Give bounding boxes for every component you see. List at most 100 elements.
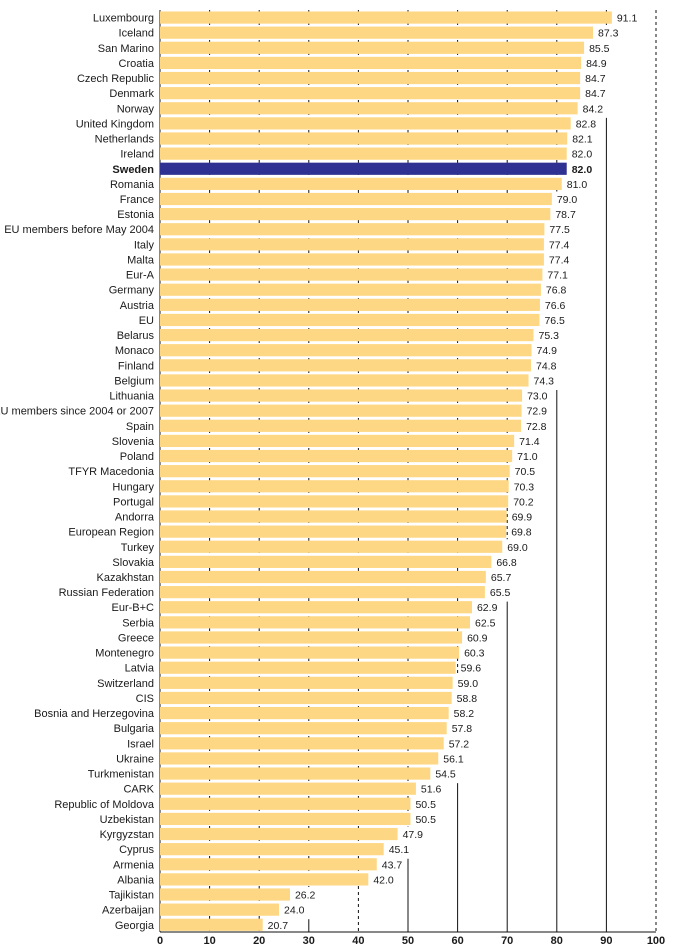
value-label: 50.5 (415, 814, 436, 826)
value-label: 69.0 (507, 542, 528, 554)
category-label: Austria (120, 300, 155, 312)
category-label: Switzerland (97, 678, 154, 690)
category-label: Turkmenistan (88, 769, 154, 781)
bar-slovakia (160, 555, 492, 568)
category-label: France (120, 194, 154, 206)
bar-republic-of-moldova (160, 797, 411, 810)
value-label: 51.6 (421, 784, 442, 796)
bar-european-region (160, 525, 507, 538)
category-label: Hungary (112, 481, 154, 493)
bar-iceland (160, 26, 594, 39)
bar-andorra (160, 510, 507, 523)
value-label: 91.1 (617, 13, 638, 25)
value-label: 60.3 (464, 648, 485, 660)
x-tick-label: 0 (157, 935, 163, 947)
bar-bosnia-and-herzegovina (160, 706, 449, 720)
x-tick-label: 90 (600, 935, 612, 947)
value-label: 81.0 (567, 179, 588, 191)
value-label: 47.9 (403, 829, 424, 841)
bar-azerbaijan (160, 903, 280, 916)
category-label: TFYR Macedonia (68, 466, 154, 478)
value-label: 59.0 (458, 678, 479, 690)
category-label: Portugal (113, 496, 154, 508)
value-label: 60.9 (467, 632, 488, 644)
bar-turkey (160, 540, 503, 553)
category-labels: Luxembourg Iceland San Marino Croatia Czech … (0, 13, 155, 932)
category-label: Belgium (114, 375, 154, 387)
value-label: 84.2 (583, 103, 604, 115)
value-label: 77.4 (549, 254, 570, 266)
bar-armenia (160, 858, 377, 871)
bar-albania (160, 873, 369, 886)
value-label: 62.5 (475, 617, 496, 629)
value-label: 42.0 (373, 874, 394, 886)
value-label: 77.5 (549, 224, 570, 236)
category-label: Sweden (112, 164, 154, 176)
category-label: CARK (123, 784, 154, 796)
bar-switzerland (160, 676, 453, 689)
bar-montenegro (160, 646, 460, 659)
x-tick-label: 100 (647, 935, 665, 947)
bar-tfyr-macedonia (160, 465, 510, 478)
bar-kazakhstan (160, 570, 486, 584)
x-tick-label: 50 (402, 935, 414, 947)
value-label: 59.6 (461, 663, 482, 675)
value-label: 73.0 (527, 391, 548, 403)
value-label: 76.5 (544, 315, 565, 327)
value-label: 87.3 (598, 28, 619, 40)
bar-belgium (160, 374, 529, 387)
bar-greece (160, 631, 463, 644)
category-label: San Marino (98, 43, 154, 55)
value-label: 77.4 (549, 239, 570, 251)
value-label: 77.1 (547, 270, 568, 282)
value-label: 62.9 (477, 602, 498, 614)
bar-netherlands (160, 132, 568, 145)
value-label: 76.8 (546, 285, 567, 297)
bar-finland (160, 359, 532, 372)
bar-serbia (160, 616, 470, 629)
value-label: 65.5 (490, 587, 511, 599)
value-label: 20.7 (268, 920, 289, 932)
category-label: Slovenia (112, 436, 155, 448)
bar-ukraine (160, 752, 439, 765)
value-label: 58.2 (454, 708, 475, 720)
bar-portugal (160, 495, 509, 508)
category-label: Eur-A (126, 270, 155, 282)
value-label: 70.5 (515, 466, 536, 478)
category-label: Malta (127, 254, 155, 266)
value-label: 72.9 (527, 406, 548, 418)
value-label: 74.8 (536, 360, 557, 372)
value-label: 75.3 (538, 330, 559, 342)
value-label: 65.7 (491, 572, 512, 584)
value-label: 71.4 (519, 436, 540, 448)
x-tick-label: 40 (352, 935, 364, 947)
bar-eu (160, 313, 540, 327)
bar-hungary (160, 480, 509, 493)
category-label: Ukraine (116, 753, 154, 765)
category-label: Bulgaria (114, 723, 155, 735)
bar-tajikistan (160, 888, 290, 901)
bar-sweden (160, 162, 567, 175)
category-label: Uzbekistan (100, 814, 154, 826)
bar-georgia (160, 918, 263, 931)
bars (160, 11, 612, 931)
x-tick-label: 60 (451, 935, 463, 947)
category-label: Tajikistan (109, 890, 154, 902)
category-label: Kazakhstan (97, 572, 154, 584)
category-label: Greece (118, 632, 154, 644)
category-label: Republic of Moldova (54, 799, 155, 811)
bar-cark (160, 782, 416, 795)
value-labels: 91.1 87.3 85.5 84.9 84.7 84.7 84.2 82.8 82.1 82.0… (268, 13, 638, 932)
x-axis-tick-labels: 0 10 20 30 40 50 60 70 80 90 100 (157, 935, 665, 947)
bar-russian-federation (160, 586, 485, 599)
category-label: Denmark (109, 88, 154, 100)
bar-malta (160, 253, 544, 266)
value-label: 66.8 (496, 557, 517, 569)
category-label: Luxembourg (93, 13, 154, 25)
value-label: 84.7 (585, 73, 606, 85)
category-label: Armenia (113, 859, 155, 871)
value-label: 50.5 (415, 799, 436, 811)
bar-romania (160, 177, 562, 190)
value-label: 72.8 (526, 421, 547, 433)
value-label: 76.6 (545, 300, 566, 312)
